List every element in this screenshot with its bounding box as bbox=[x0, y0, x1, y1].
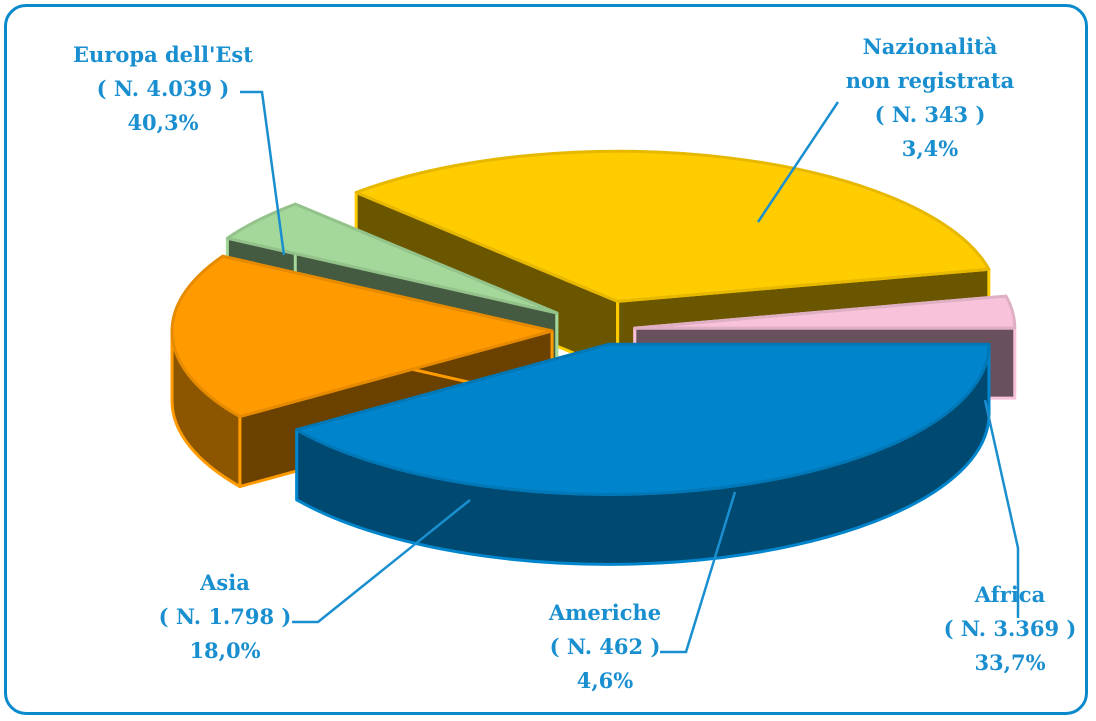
label-europa: Europa dell'Est ( N. 4.039 ) 40,3% bbox=[28, 38, 298, 140]
leader-europa bbox=[240, 90, 286, 256]
label-africa-name: Africa bbox=[974, 582, 1046, 607]
label-non-registrata: Nazionalità non registrata ( N. 343 ) 3,… bbox=[820, 30, 1040, 166]
label-africa-count: ( N. 3.369 ) bbox=[943, 616, 1077, 641]
label-europa-count: ( N. 4.039 ) bbox=[96, 76, 230, 101]
label-non-registrata-line1: Nazionalità bbox=[862, 34, 998, 59]
label-non-registrata-line2: non registrata bbox=[845, 68, 1015, 93]
label-americhe: Americhe ( N. 462 ) 4,6% bbox=[515, 596, 695, 698]
label-americhe-count: ( N. 462 ) bbox=[549, 634, 661, 659]
label-africa-percent: 33,7% bbox=[974, 650, 1046, 675]
leader-asia bbox=[292, 499, 471, 624]
label-americhe-percent: 4,6% bbox=[576, 668, 634, 693]
label-asia-percent: 18,0% bbox=[189, 638, 261, 663]
label-europa-name: Europa dell'Est bbox=[73, 42, 253, 67]
slice-europa bbox=[295, 342, 991, 566]
label-americhe-name: Americhe bbox=[548, 600, 662, 625]
leader-africa bbox=[983, 399, 1020, 618]
label-non-registrata-percent: 3,4% bbox=[901, 136, 959, 161]
leader-non-registrata bbox=[756, 101, 840, 223]
label-asia: Asia ( N. 1.798 ) 18,0% bbox=[110, 566, 340, 668]
label-europa-percent: 40,3% bbox=[127, 110, 199, 135]
label-non-registrata-count: ( N. 343 ) bbox=[874, 102, 986, 127]
label-asia-count: ( N. 1.798 ) bbox=[158, 604, 292, 629]
leader-americhe bbox=[660, 491, 737, 654]
label-africa: Africa ( N. 3.369 ) 33,7% bbox=[925, 578, 1095, 680]
label-asia-name: Asia bbox=[200, 570, 250, 595]
